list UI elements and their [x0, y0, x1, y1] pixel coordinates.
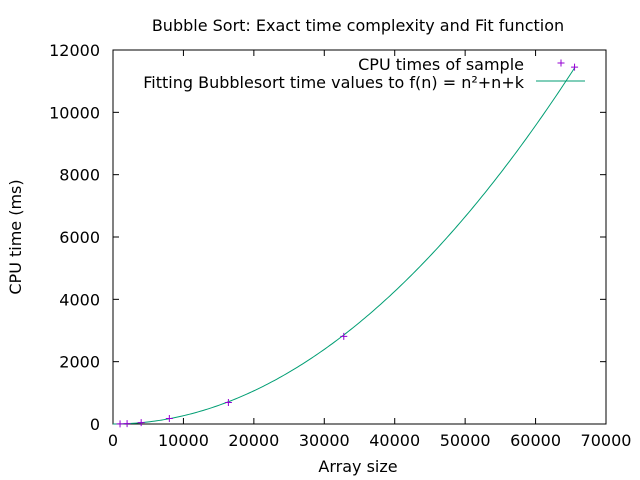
- legend-marker-samples: [557, 59, 565, 67]
- x-tick-label: 70000: [581, 431, 632, 450]
- y-tick-label: 8000: [59, 166, 100, 185]
- plot-frame: [112, 49, 607, 425]
- sample-points-layer: [116, 63, 579, 428]
- y-tick-label: 4000: [59, 290, 100, 309]
- sample-point: [137, 419, 145, 427]
- x-tick-label: 60000: [510, 431, 561, 450]
- chart-title: Bubble Sort: Exact time complexity and F…: [152, 16, 564, 35]
- y-tick-label: 12000: [49, 41, 100, 60]
- y-tick-label: 10000: [49, 103, 100, 122]
- x-tick-label: 40000: [369, 431, 420, 450]
- x-tick-label: 30000: [299, 431, 350, 450]
- sample-point: [340, 332, 348, 340]
- y-axis-ticks: 0 2000 4000 6000 8000 10000 12000: [49, 41, 606, 434]
- y-tick-label: 6000: [59, 228, 100, 247]
- sample-point: [224, 398, 232, 406]
- fit-curve-layer: [112, 67, 575, 425]
- sample-point: [116, 420, 124, 428]
- y-axis-label: CPU time (ms): [6, 179, 25, 294]
- legend: CPU times of sample Fitting Bubblesort t…: [143, 55, 585, 92]
- legend-label-samples: CPU times of sample: [358, 55, 524, 74]
- legend-label-fit: Fitting Bubblesort time values to f(n) =…: [143, 73, 524, 92]
- y-tick-label: 2000: [59, 353, 100, 372]
- sample-point: [123, 420, 131, 428]
- fit-curve-line: [112, 67, 575, 425]
- x-tick-label: 20000: [228, 431, 279, 450]
- x-axis-label: Array size: [318, 457, 397, 476]
- sample-point: [571, 63, 579, 71]
- legend-plus-marker: [557, 59, 565, 67]
- x-tick-label: 50000: [440, 431, 491, 450]
- x-tick-label: 10000: [158, 431, 209, 450]
- x-axis-ticks: 0 10000 20000 30000 40000 50000 60000 70000: [108, 50, 632, 450]
- x-tick-label: 0: [108, 431, 118, 450]
- sample-point: [165, 415, 173, 423]
- y-tick-label: 0: [90, 415, 100, 434]
